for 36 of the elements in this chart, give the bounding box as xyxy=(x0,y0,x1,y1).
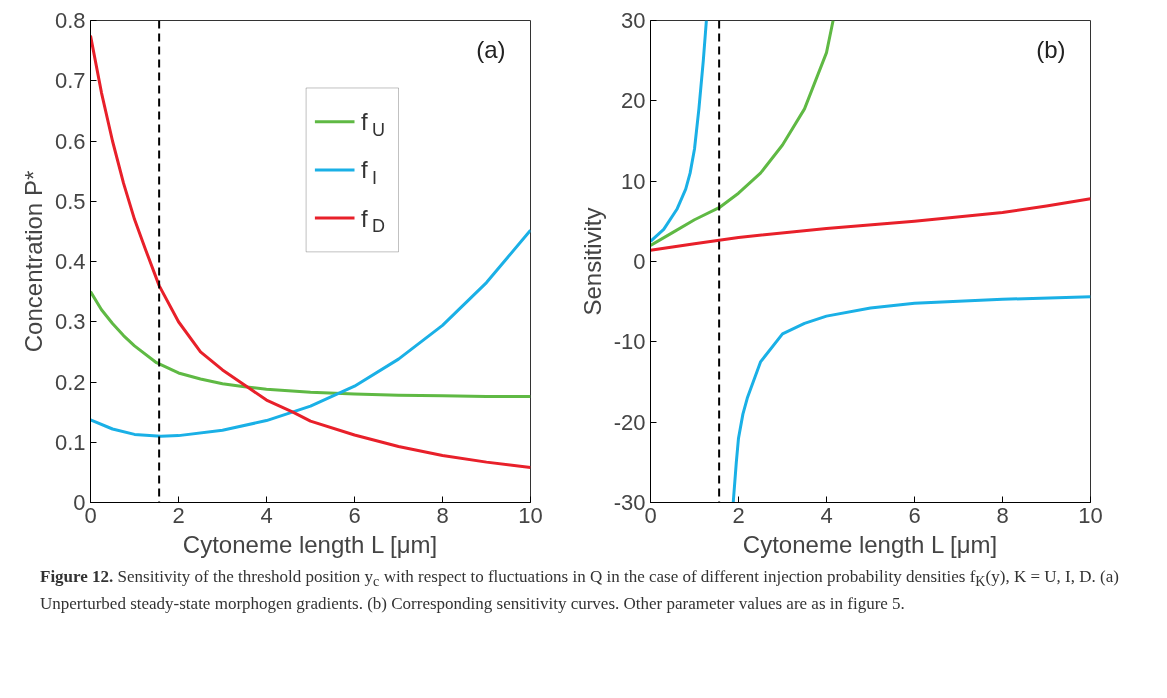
y-tick-label: 0.5 xyxy=(54,188,86,214)
x-tick-label: 4 xyxy=(820,502,833,528)
text: Figure 12. Sensitivity of the threshold position y$_{c}$ with respect to fluctuations in Q in the case of different injection probability densities f$_{K}$(y), K = U, I, D. (a) Unperturbed steady-state morphogen gradients. (b) Corresponding sensitivity curves. Other parameter values are as in figure 5. xyxy=(40,567,1119,613)
x-tick-label: 10 xyxy=(518,502,543,528)
x-axis-title: Cytoneme length L [μm] xyxy=(742,530,998,558)
y-tick-label: 0.3 xyxy=(54,309,86,335)
annotation: (a) xyxy=(476,35,506,63)
y-tick-label: 0.1 xyxy=(54,429,86,455)
y-axis-title: Concentration P* xyxy=(19,170,47,353)
x-tick-label: 8 xyxy=(436,502,449,528)
line-series xyxy=(650,197,1091,252)
y-tick-label: 30 xyxy=(621,8,646,33)
x-tick-label: 6 xyxy=(908,502,921,528)
x-tick-label: 6 xyxy=(348,502,361,528)
y-axis-title: Sensitivity xyxy=(578,207,606,316)
annotation: (b) xyxy=(1036,35,1066,63)
y-tick-label: -10 xyxy=(613,329,646,355)
y-tick-label: 0.6 xyxy=(54,128,86,154)
line-series xyxy=(90,290,531,398)
y-tick-label: 10 xyxy=(621,168,646,194)
y-tick-label: 0.7 xyxy=(54,68,86,94)
x-tick-label: 2 xyxy=(732,502,745,528)
x-tick-label: 10 xyxy=(1078,502,1103,528)
line-series xyxy=(90,34,531,470)
y-tick-label: -20 xyxy=(613,409,646,435)
x-axis-title: Cytoneme length L [μm] xyxy=(182,530,438,558)
y-tick-label: 0.4 xyxy=(54,249,86,274)
y-tick-label: 0.2 xyxy=(54,369,86,395)
line-series xyxy=(650,20,835,247)
x-tick-label: 8 xyxy=(996,502,1009,528)
y-tick-label: 0 xyxy=(633,249,646,274)
x-tick-label: 4 xyxy=(260,502,273,528)
y-tick-label: -30 xyxy=(613,490,646,515)
x-tick-label: 2 xyxy=(172,502,185,528)
y-tick-label: 0.8 xyxy=(54,8,86,33)
y-tick-label: 20 xyxy=(621,88,646,114)
